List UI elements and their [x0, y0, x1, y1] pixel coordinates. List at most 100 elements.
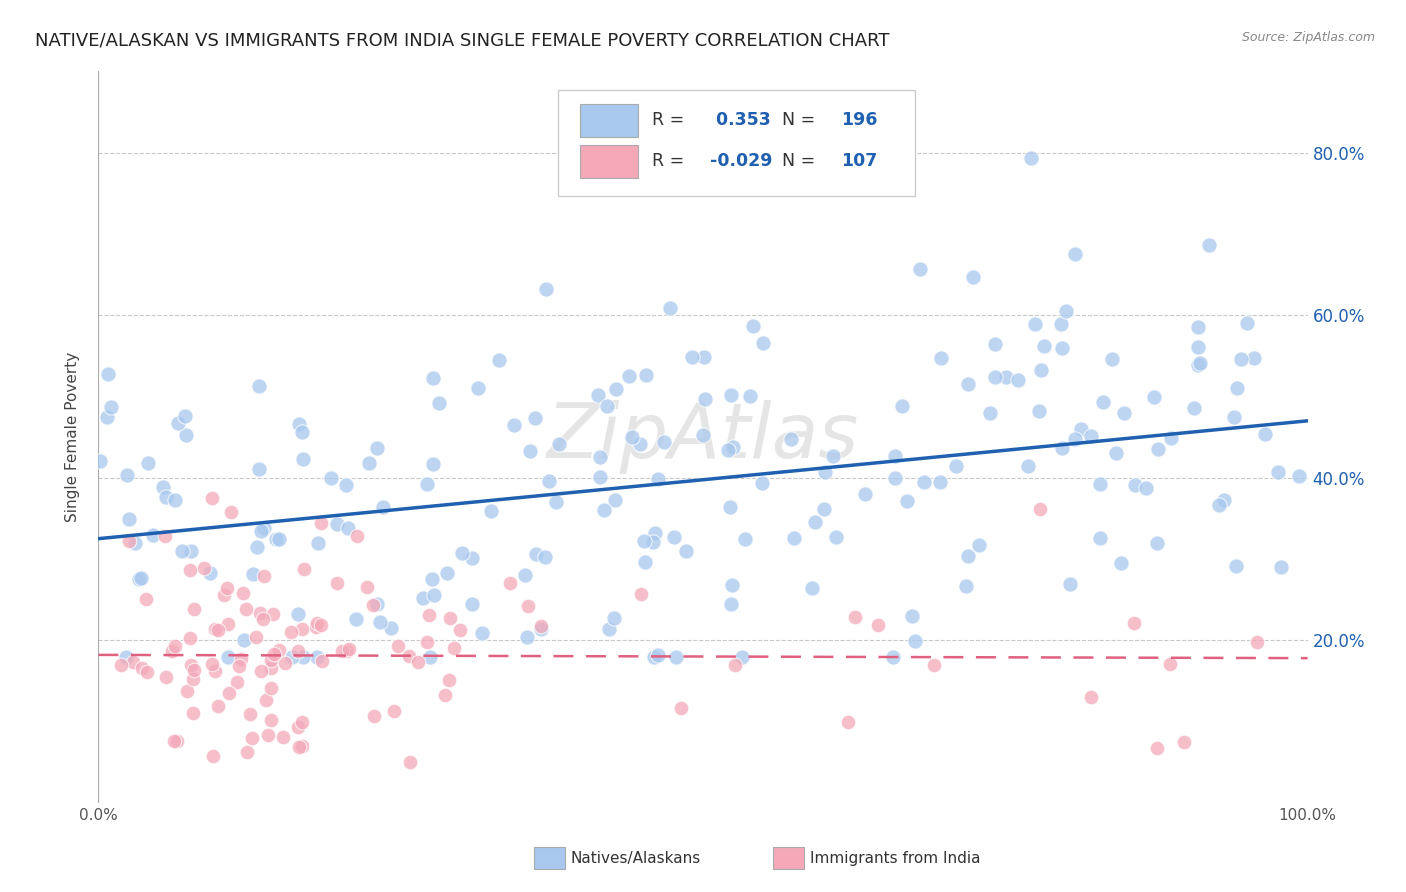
Point: [181, 673, 204, 687]
Point: [1064, 432, 1087, 446]
Point: [530, 619, 553, 633]
Point: [544, 494, 567, 508]
Point: [516, 599, 538, 613]
Point: [207, 698, 229, 713]
Point: [335, 478, 357, 492]
Point: [738, 389, 761, 403]
Point: [420, 572, 443, 586]
Point: [720, 388, 742, 402]
Point: [929, 475, 952, 489]
Point: [288, 739, 311, 754]
Point: [647, 648, 669, 663]
Point: [605, 382, 627, 396]
Point: [406, 655, 429, 669]
Point: [249, 461, 271, 475]
Point: [427, 396, 450, 410]
Point: [246, 540, 269, 554]
Point: [287, 720, 309, 734]
Point: [1173, 735, 1195, 749]
Point: [124, 535, 146, 549]
Point: [247, 379, 270, 393]
Point: [844, 610, 866, 624]
Point: [671, 700, 693, 714]
Point: [621, 430, 644, 444]
Point: [731, 649, 754, 664]
Point: [311, 618, 333, 632]
Point: [305, 649, 328, 664]
Point: [179, 632, 201, 646]
Point: [117, 512, 139, 526]
Point: [153, 529, 176, 543]
Point: [100, 400, 122, 414]
Point: [524, 547, 547, 561]
Text: R =: R =: [652, 112, 690, 129]
Point: [979, 406, 1001, 420]
Point: [752, 335, 775, 350]
Point: [291, 649, 314, 664]
Point: [548, 437, 571, 451]
Point: [922, 658, 945, 673]
Point: [824, 530, 846, 544]
Point: [419, 649, 441, 664]
Point: [1146, 740, 1168, 755]
Point: [291, 739, 314, 754]
Point: [450, 546, 472, 560]
Point: [115, 649, 138, 664]
Point: [603, 493, 626, 508]
Point: [1050, 317, 1073, 331]
Point: [530, 622, 553, 636]
Point: [96, 410, 118, 425]
Point: [751, 475, 773, 490]
Point: [305, 620, 328, 634]
Text: Natives/Alaskans: Natives/Alaskans: [571, 851, 702, 865]
Point: [734, 533, 756, 547]
Point: [176, 684, 198, 698]
Point: [633, 533, 655, 548]
Point: [252, 612, 274, 626]
Point: [1054, 303, 1077, 318]
Text: N =: N =: [770, 112, 821, 129]
Point: [260, 713, 283, 727]
Point: [955, 579, 977, 593]
Point: [215, 581, 238, 595]
Point: [908, 261, 931, 276]
Point: [152, 480, 174, 494]
Point: [236, 745, 259, 759]
Point: [1080, 690, 1102, 704]
Point: [641, 535, 664, 549]
Point: [257, 728, 280, 742]
Point: [321, 470, 343, 484]
FancyBboxPatch shape: [579, 145, 638, 178]
Point: [1187, 340, 1209, 354]
Point: [628, 436, 651, 450]
Point: [1114, 406, 1136, 420]
Point: [984, 369, 1007, 384]
Point: [1033, 339, 1056, 353]
Point: [675, 544, 697, 558]
Point: [461, 550, 484, 565]
Point: [929, 351, 952, 365]
Point: [336, 644, 359, 658]
Point: [183, 706, 205, 720]
Point: [813, 465, 835, 479]
Point: [359, 456, 381, 470]
Point: [155, 490, 177, 504]
Point: [652, 435, 675, 450]
Point: [311, 654, 333, 668]
Point: [226, 675, 249, 690]
Point: [280, 624, 302, 639]
Point: [903, 633, 925, 648]
Point: [1029, 501, 1052, 516]
Point: [1146, 535, 1168, 549]
Point: [307, 536, 329, 550]
Point: [1267, 465, 1289, 479]
Point: [217, 617, 239, 632]
Point: [1091, 395, 1114, 409]
Point: [260, 661, 283, 675]
Point: [245, 630, 267, 644]
Point: [804, 516, 827, 530]
Point: [912, 475, 935, 489]
Point: [436, 566, 458, 580]
Point: [721, 578, 744, 592]
Point: [837, 714, 859, 729]
